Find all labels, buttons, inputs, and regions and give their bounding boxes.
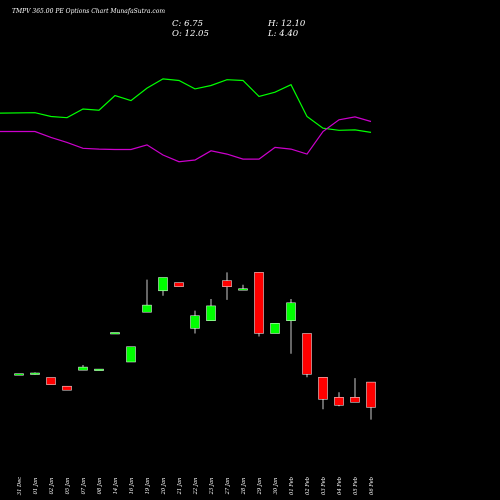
indicator-line-upper bbox=[0, 78, 372, 133]
candle-body-up bbox=[286, 302, 296, 321]
candle-body-up bbox=[142, 304, 152, 313]
x-axis-labels: 31 Dec 01 Jan 02 Jan 05 Jan 07 Jan 08 Jan 14 J… bbox=[17, 477, 375, 496]
x-tick-label: 08 Jan bbox=[97, 478, 103, 495]
x-tick-label: 16 Jan bbox=[129, 478, 135, 495]
candle-body-down bbox=[62, 385, 72, 391]
x-tick-label: 04 Feb bbox=[337, 477, 343, 495]
high-value: H: 12.10 bbox=[267, 19, 306, 29]
candle bbox=[126, 346, 136, 363]
indicator-line-lower bbox=[0, 116, 372, 163]
x-tick-label: 05 Jan bbox=[65, 478, 71, 495]
x-tick-label: 31 Dec bbox=[17, 477, 23, 495]
x-tick-label: 23 Jan bbox=[209, 478, 215, 496]
candle-body-down bbox=[222, 280, 232, 287]
candle-body-down bbox=[350, 397, 360, 403]
low-value: L: 4.40 bbox=[267, 29, 299, 39]
candle-body-up bbox=[238, 288, 248, 291]
candle bbox=[222, 272, 232, 300]
candle bbox=[94, 368, 104, 371]
candle bbox=[350, 378, 360, 403]
candle bbox=[30, 372, 40, 375]
x-tick-label: 30 Jan bbox=[273, 478, 279, 495]
candle bbox=[254, 272, 264, 337]
candle bbox=[206, 299, 216, 321]
x-tick-label: 27 Jan bbox=[225, 478, 231, 496]
x-tick-label: 01 Feb bbox=[289, 477, 295, 495]
candle bbox=[270, 323, 280, 334]
candle bbox=[46, 377, 56, 385]
candle-body-up bbox=[158, 277, 168, 292]
x-tick-label: 19 Jan bbox=[145, 478, 151, 495]
candle bbox=[158, 277, 168, 296]
candle-body-down bbox=[254, 272, 264, 334]
x-tick-label: 05 Feb bbox=[353, 477, 359, 495]
candle bbox=[174, 282, 184, 287]
candle bbox=[286, 299, 296, 354]
candle bbox=[142, 279, 152, 313]
x-tick-label: 29 Jan bbox=[257, 478, 263, 496]
candle-body-down bbox=[46, 377, 56, 385]
x-tick-label: 28 Jan bbox=[241, 478, 247, 496]
candle bbox=[318, 377, 328, 410]
candle-body-up bbox=[190, 315, 200, 329]
x-tick-label: 01 Jan bbox=[33, 478, 39, 495]
candle bbox=[366, 381, 376, 420]
candle bbox=[302, 333, 312, 378]
x-tick-label: 02 Jan bbox=[49, 478, 55, 495]
candle bbox=[190, 310, 200, 334]
candle bbox=[62, 385, 72, 391]
candle bbox=[14, 373, 24, 376]
candle-body-up bbox=[14, 373, 24, 376]
candle-body-down bbox=[334, 397, 344, 406]
candle-body-down bbox=[302, 333, 312, 375]
candle bbox=[110, 332, 120, 335]
x-tick-label: 21 Jan bbox=[177, 478, 183, 496]
candle bbox=[78, 365, 88, 371]
candle bbox=[334, 392, 344, 407]
candle-body-up bbox=[206, 305, 216, 321]
x-tick-label: 02 Feb bbox=[305, 477, 311, 495]
x-tick-label: 20 Jan bbox=[161, 478, 167, 496]
candle bbox=[238, 284, 248, 291]
x-tick-label: 07 Jan bbox=[81, 478, 87, 495]
x-tick-label: 14 Jan bbox=[113, 478, 119, 495]
candle-body-up bbox=[30, 372, 40, 375]
chart-title: TMPV 365.00 PE Options Chart MunafaSutra… bbox=[12, 8, 165, 15]
x-tick-label: 22 Jan bbox=[193, 478, 199, 496]
candle-body-up bbox=[110, 332, 120, 335]
candle-body-up bbox=[78, 366, 88, 371]
candle-body-up bbox=[94, 368, 104, 371]
candle-body-up bbox=[126, 346, 136, 363]
close-value: C: 6.75 bbox=[172, 19, 203, 29]
candle-body-down bbox=[366, 381, 376, 408]
indicator-lines bbox=[0, 78, 372, 163]
x-tick-label: 06 Feb bbox=[369, 477, 375, 495]
candlesticks bbox=[14, 272, 376, 420]
candle-body-down bbox=[318, 377, 328, 400]
candle-body-up bbox=[270, 323, 280, 334]
x-tick-label: 03 Feb bbox=[321, 477, 327, 495]
open-value: O: 12.05 bbox=[172, 29, 209, 39]
candle-body-down bbox=[174, 282, 184, 287]
